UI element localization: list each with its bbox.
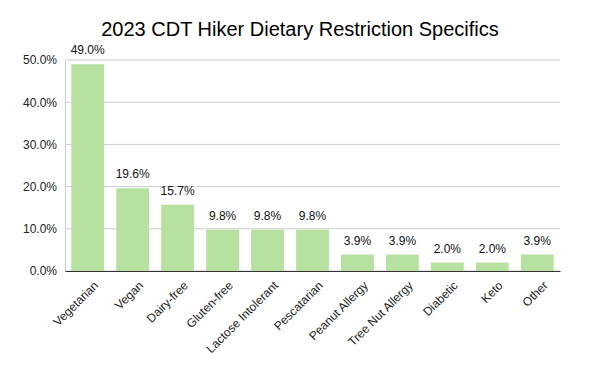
y-tick-label: 20.0% <box>23 180 57 194</box>
bars <box>71 64 553 271</box>
bar <box>476 263 509 271</box>
x-tick: Lactose Intolerant <box>204 271 282 356</box>
y-axis-line <box>65 61 66 272</box>
grid-line <box>65 102 560 103</box>
x-tick-label: Dairy-free <box>144 278 191 325</box>
data-label: 2.0% <box>434 242 462 256</box>
data-label: 2.0% <box>479 242 507 256</box>
y-tick: 10.0% <box>23 222 65 236</box>
data-label: 3.9% <box>344 234 372 248</box>
y-tick-label: 50.0% <box>23 53 57 67</box>
data-label: 3.9% <box>524 234 552 248</box>
x-tick: Keto <box>478 271 506 306</box>
x-axis-line <box>66 271 561 272</box>
grid-line <box>65 60 560 61</box>
data-labels: 49.0% 19.6% 15.7% 9.8% 9.8% 9.8% 3.9% 3.9% 2.0% 2… <box>71 43 552 255</box>
bar <box>296 230 329 271</box>
y-axis: 0.0% 10.0% 20.0% 30.0% 40.0% 50.0% <box>23 53 66 278</box>
y-tick: 0.0% <box>30 264 65 278</box>
bar <box>206 230 239 271</box>
y-tick-label: 30.0% <box>23 138 57 152</box>
bar <box>521 255 554 271</box>
data-label: 19.6% <box>116 167 150 181</box>
data-label: 9.8% <box>209 209 237 223</box>
data-label: 15.7% <box>161 184 195 198</box>
chart: 2023 CDT Hiker Dietary Restriction Speci… <box>0 0 600 371</box>
x-tick-label: Vegetarian <box>51 278 101 328</box>
data-label: 9.8% <box>299 209 327 223</box>
x-tick: Other <box>520 271 551 310</box>
y-tick: 50.0% <box>23 53 65 67</box>
title: 2023 CDT Hiker Dietary Restriction Speci… <box>101 18 499 40</box>
bar <box>251 230 284 271</box>
plot: 0.0% 10.0% 20.0% 30.0% 40.0% 50.0% Vegetarian V… <box>23 43 561 356</box>
bar <box>341 255 374 271</box>
y-tick: 40.0% <box>23 96 65 110</box>
y-tick-label: 0.0% <box>30 264 58 278</box>
y-tick: 20.0% <box>23 180 65 194</box>
x-tick: Dairy-free <box>144 271 191 326</box>
x-tick: Vegan <box>112 271 146 312</box>
bar <box>116 188 149 271</box>
x-tick-label: Keto <box>478 278 506 306</box>
x-axis: VegetarianVeganDairy-freeGluten-freeLact… <box>51 271 561 356</box>
x-tick: Vegetarian <box>51 271 101 329</box>
bar <box>71 64 104 271</box>
grid <box>65 60 560 271</box>
data-label: 9.8% <box>254 209 282 223</box>
bar <box>431 263 464 271</box>
x-tick-label: Tree Nut Allergy <box>345 278 415 348</box>
x-tick: Diabetic <box>420 271 461 319</box>
x-tick-label: Other <box>520 278 551 309</box>
bar <box>386 255 419 271</box>
x-tick-label: Diabetic <box>420 278 461 319</box>
x-tick: Tree Nut Allergy <box>345 271 415 349</box>
grid-line <box>65 144 560 145</box>
bar <box>161 205 194 271</box>
data-label: 49.0% <box>71 43 105 57</box>
y-tick: 30.0% <box>23 138 65 152</box>
data-label: 3.9% <box>389 234 417 248</box>
grid-line <box>65 186 560 187</box>
x-tick-label: Lactose Intolerant <box>204 278 282 356</box>
x-tick-label: Vegan <box>112 278 146 312</box>
y-tick-label: 10.0% <box>23 222 57 236</box>
y-tick-label: 40.0% <box>23 96 57 110</box>
